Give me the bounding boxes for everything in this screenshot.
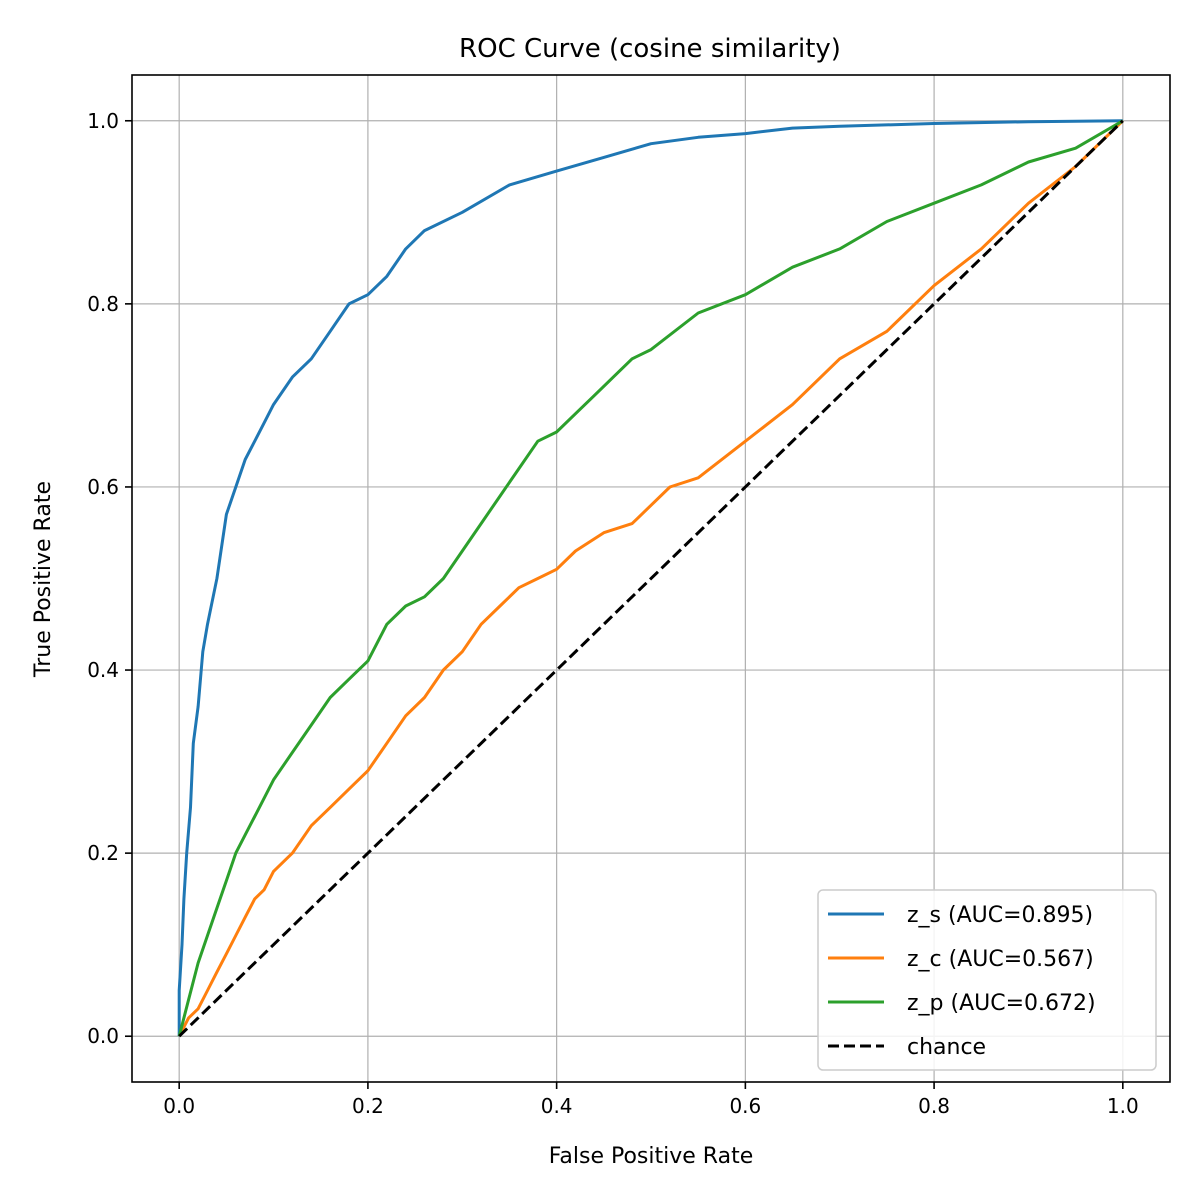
series-line-2 [177,119,1124,1037]
y-tick-label: 0.6 [87,475,119,499]
legend-box [817,889,1157,1071]
legend-label: z_p (AUC=0.672) [907,991,1096,1016]
x-axis-label: False Positive Rate [549,1144,753,1169]
y-tick-label: 0.8 [87,292,119,316]
x-tick-label: 0.2 [352,1094,384,1118]
series-line-3 [178,119,1124,1038]
legend: z_s (AUC=0.895) z_c (AUC=0.567) z_p (AUC=0… [817,889,1157,1071]
y-tick-label: 0.2 [87,841,119,865]
legend-label: chance [907,1035,986,1060]
x-tick-label: 0.6 [729,1094,761,1118]
x-axis: 0.0 0.2 0.4 0.6 0.8 1.0 [163,1082,1139,1118]
chart-title: ROC Curve (cosine similarity) [459,34,841,64]
x-tick-label: 0.4 [541,1094,573,1118]
y-tick-label: 1.0 [87,109,119,133]
y-axis-label: True Positive Rate [31,481,56,678]
y-tick-label: 0.0 [87,1024,119,1048]
plot-series [177,119,1124,1038]
x-tick-label: 0.8 [918,1094,950,1118]
legend-label: z_s (AUC=0.895) [907,903,1093,928]
x-tick-label: 0.0 [163,1094,195,1118]
series-line-1 [177,119,1124,1037]
x-tick-label: 1.0 [1107,1094,1139,1118]
y-tick-label: 0.4 [87,658,119,682]
series-line-0 [177,119,1123,1037]
y-axis: 0.0 0.2 0.4 0.6 0.8 1.0 [87,109,132,1048]
grid-lines [132,75,1170,1082]
legend-label: z_c (AUC=0.567) [907,947,1094,972]
plot-frame [131,74,1171,1083]
